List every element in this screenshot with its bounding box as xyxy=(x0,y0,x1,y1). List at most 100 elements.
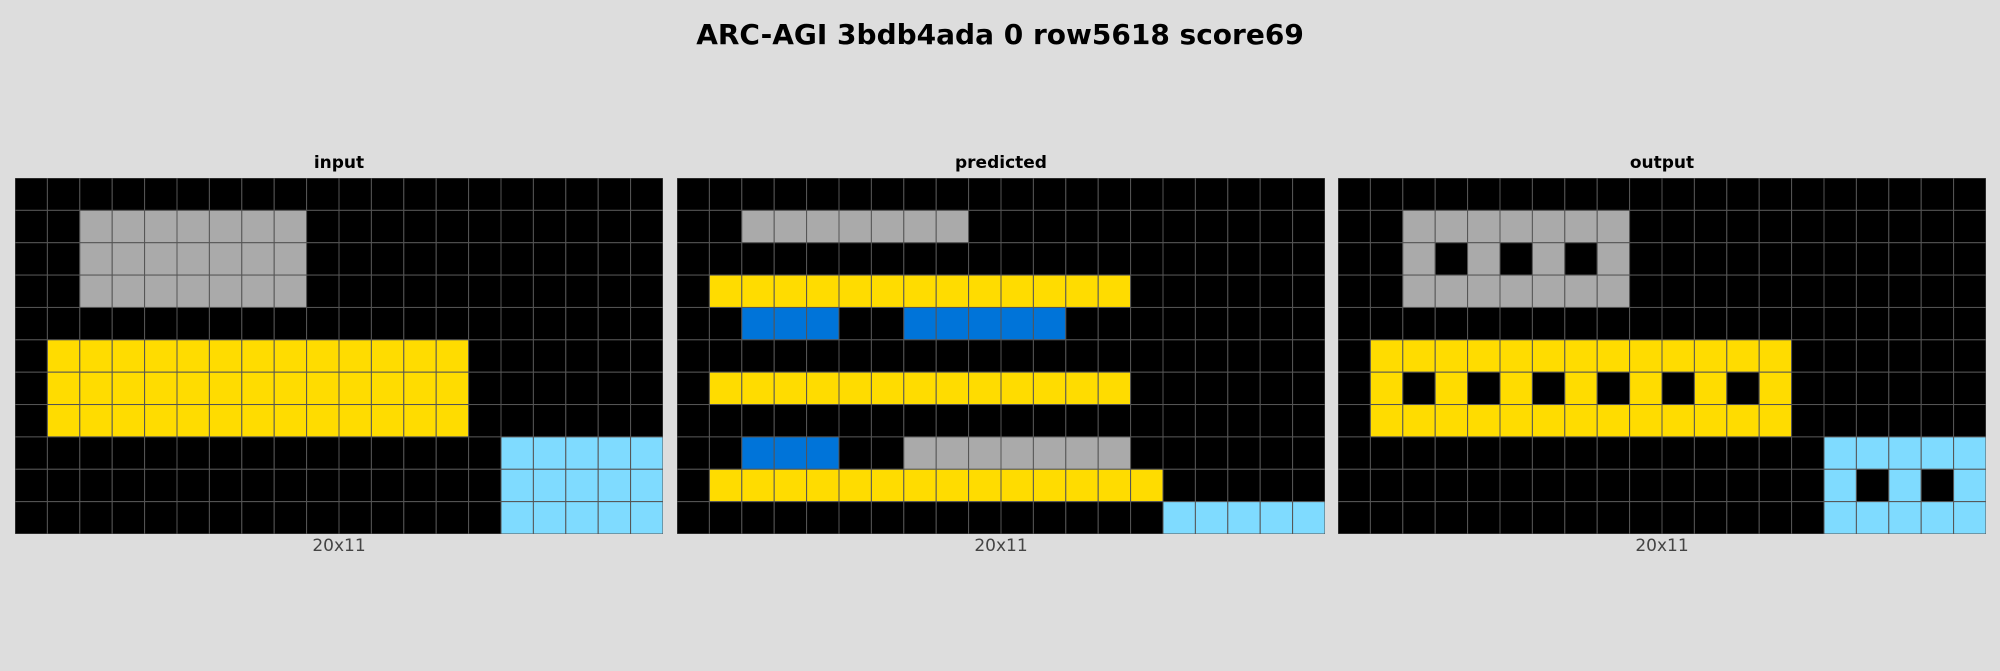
grid-cell xyxy=(597,501,632,534)
grid-cell xyxy=(597,468,632,503)
grid-cell xyxy=(630,306,663,341)
grid-cell xyxy=(708,371,743,406)
grid-cell xyxy=(838,436,872,470)
panel-input: input 20x11 xyxy=(15,153,663,556)
grid-cell xyxy=(1726,436,1760,470)
grid-cell xyxy=(46,436,81,470)
grid-cell xyxy=(903,274,937,308)
grid-cell xyxy=(903,339,937,373)
grid-cell xyxy=(1823,242,1857,276)
grid-cell xyxy=(773,274,808,308)
grid-cell xyxy=(1194,436,1229,470)
grid-cell xyxy=(1000,274,1034,308)
grid-cell xyxy=(1000,404,1034,438)
grid-cell xyxy=(1292,371,1325,406)
grid-cell xyxy=(903,209,937,244)
grid-cell xyxy=(241,242,275,276)
grid-cell xyxy=(1661,501,1695,534)
grid-cell xyxy=(741,274,775,308)
grid-cell xyxy=(597,178,632,211)
grid-cell xyxy=(208,242,243,276)
grid-cell xyxy=(565,339,599,373)
grid-cell xyxy=(1434,242,1469,276)
panel-title-input: input xyxy=(313,153,365,173)
grid-cell xyxy=(1338,274,1371,308)
grid-cell xyxy=(79,371,113,406)
grid-cell xyxy=(870,274,905,308)
grid-cell xyxy=(241,274,275,308)
grid-dims-predicted: 20x11 xyxy=(974,536,1028,556)
grid-cell xyxy=(435,501,470,534)
grid-cell xyxy=(403,209,437,244)
grid-cell xyxy=(1726,274,1760,308)
grid-cell xyxy=(144,178,178,211)
grid-cell xyxy=(15,339,48,373)
grid-cell xyxy=(46,468,81,503)
grid-cell xyxy=(1434,371,1469,406)
grid-cell xyxy=(597,436,632,470)
panel-predicted: predicted 20x11 xyxy=(677,153,1325,556)
grid-cell xyxy=(241,306,275,341)
grid-cell xyxy=(176,501,210,534)
grid-cell xyxy=(1130,468,1164,503)
grid-cell xyxy=(208,339,243,373)
grid-cell xyxy=(903,436,937,470)
grid-cell xyxy=(1227,339,1261,373)
grid-cell xyxy=(306,468,340,503)
grid-cell xyxy=(532,468,567,503)
grid-cell xyxy=(1162,178,1196,211)
grid-cell xyxy=(1259,501,1294,534)
grid-cell xyxy=(870,436,905,470)
grid-cell xyxy=(338,468,372,503)
grid-cell xyxy=(1661,468,1695,503)
grid-cell xyxy=(773,436,808,470)
grid-cell xyxy=(1162,371,1196,406)
grid-cell xyxy=(1032,242,1067,276)
grid-cell xyxy=(1194,468,1229,503)
grid-cell xyxy=(1032,404,1067,438)
grid-cell xyxy=(630,242,663,276)
grid-cell xyxy=(46,274,81,308)
grid-cell xyxy=(1726,501,1760,534)
grid-cell xyxy=(370,339,405,373)
grid-cell xyxy=(708,209,743,244)
grid-cell xyxy=(630,501,663,534)
grid-cell xyxy=(176,339,210,373)
grid-cell xyxy=(1629,468,1663,503)
grid-cell xyxy=(1499,501,1533,534)
grid-cell xyxy=(15,371,48,406)
grid-cell xyxy=(806,306,840,341)
grid-cell xyxy=(532,404,567,438)
grid-cell xyxy=(208,468,243,503)
grid-cell xyxy=(1467,242,1501,276)
grid-cell xyxy=(46,371,81,406)
grid-cell xyxy=(1888,306,1922,341)
grid-cell xyxy=(1531,178,1566,211)
output-grid-svg xyxy=(1338,178,1986,534)
grid-cell xyxy=(773,209,808,244)
grid-cell xyxy=(338,242,372,276)
grid-cell xyxy=(1065,468,1099,503)
grid-cell xyxy=(1065,404,1099,438)
grid-cell xyxy=(1855,306,1890,341)
grid-cell xyxy=(1130,306,1164,341)
grid-cell xyxy=(208,306,243,341)
grid-cell xyxy=(468,501,502,534)
grid-cell xyxy=(176,209,210,244)
grid-cell xyxy=(1629,178,1663,211)
grid-predicted xyxy=(677,178,1325,534)
grid-cell xyxy=(870,178,905,211)
grid-cell xyxy=(806,242,840,276)
grid-cell xyxy=(1531,242,1566,276)
grid-cell xyxy=(1065,436,1099,470)
grid-cell xyxy=(968,178,1002,211)
grid-cell xyxy=(176,274,210,308)
grid-cell xyxy=(79,339,113,373)
grid-cell xyxy=(1338,501,1371,534)
grid-cell xyxy=(1596,468,1631,503)
grid-cell xyxy=(500,468,534,503)
grid-cell xyxy=(1000,501,1034,534)
grid-cell xyxy=(208,209,243,244)
grid-cell xyxy=(903,371,937,406)
grid-cell xyxy=(208,274,243,308)
